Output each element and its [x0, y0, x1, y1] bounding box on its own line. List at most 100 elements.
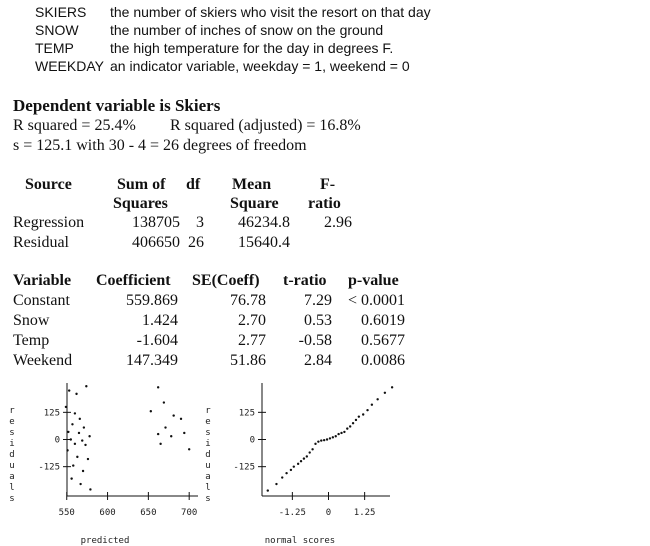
coef-row-coefficient: 147.349: [126, 352, 178, 369]
x-tick-label: -1.25: [279, 508, 306, 518]
y-tick-label: 125: [239, 408, 255, 418]
y-tick-label: 125: [44, 408, 60, 418]
coef-row-variable: Constant: [13, 292, 70, 309]
data-point: [82, 426, 86, 429]
y-axis-label: i: [205, 439, 210, 449]
dependent-variable-heading: Dependent variable is Skiers: [13, 96, 221, 115]
anova-row-ss: 138705: [132, 214, 180, 231]
coef-row-se: 76.78: [230, 292, 266, 309]
y-axis-label: d: [205, 450, 210, 460]
data-point: [351, 422, 355, 425]
data-point: [334, 435, 337, 438]
data-point: [320, 439, 323, 442]
anova-row-df: 3: [196, 214, 204, 231]
def-name-weekday: WEEKDAY: [35, 58, 104, 74]
data-point: [73, 412, 77, 415]
data-point: [81, 469, 85, 473]
data-point: [187, 448, 191, 451]
coef-header-coefficient: Coefficient: [96, 272, 171, 289]
data-point: [383, 391, 387, 394]
anova-row-ms: 46234.8: [238, 214, 290, 231]
data-point: [296, 462, 300, 466]
coef-row-p-value: < 0.0001: [347, 292, 405, 309]
data-point: [81, 439, 84, 442]
coef-row-coefficient: 559.869: [126, 292, 178, 309]
data-point: [159, 442, 162, 446]
anova-header-source: Source: [25, 176, 72, 193]
data-point: [390, 386, 394, 389]
def-desc-snow: the number of inches of snow on the grou…: [110, 22, 384, 38]
y-axis-label: i: [9, 439, 14, 449]
anova-header-f-1: F-: [320, 176, 336, 193]
data-point: [317, 440, 320, 443]
data-point: [170, 435, 173, 438]
data-point: [328, 437, 332, 440]
data-point: [311, 448, 314, 451]
data-point: [86, 457, 90, 461]
y-axis-label: a: [205, 472, 210, 482]
data-point: [370, 403, 374, 406]
def-name-skiers: SKIERS: [35, 4, 87, 20]
x-tick-label: 550: [59, 508, 75, 518]
def-desc-temp: the high temperature for the day in degr…: [110, 40, 394, 56]
anova-header-ss-2: Squares: [113, 195, 168, 212]
y-axis-label: r: [205, 406, 211, 416]
data-point: [84, 443, 87, 447]
coef-row-variable: Snow: [13, 312, 50, 329]
x-tick-label: 0: [326, 508, 331, 518]
data-point: [348, 425, 352, 428]
data-point: [67, 389, 71, 392]
data-point: [289, 468, 293, 472]
anova-row-ms: 15640.4: [238, 234, 290, 251]
data-point: [73, 442, 77, 446]
data-point: [340, 431, 343, 435]
y-axis-label: e: [205, 417, 210, 427]
anova-row-source: Residual: [13, 234, 69, 251]
data-point: [77, 431, 81, 435]
data-point: [266, 489, 269, 492]
data-point: [183, 431, 186, 435]
coef-row-t-ratio: -0.58: [298, 332, 332, 349]
coef-row-t-ratio: 0.53: [304, 312, 332, 329]
data-point: [72, 464, 75, 467]
data-point: [331, 436, 335, 439]
coef-row-p-value: 0.6019: [361, 312, 405, 329]
y-axis-label: s: [205, 428, 210, 438]
coef-row-p-value: 0.5677: [361, 332, 405, 349]
data-point: [366, 408, 369, 412]
anova-header-ss-1: Sum of: [117, 176, 166, 193]
data-point: [71, 423, 74, 426]
data-point: [281, 476, 284, 479]
std-error-line: s = 125.1 with 30 - 4 = 26 degrees of fr…: [13, 137, 307, 154]
data-point: [305, 455, 309, 458]
x-tick-label: 600: [99, 508, 115, 518]
data-point: [302, 457, 306, 460]
data-point: [70, 477, 73, 480]
y-axis-label: l: [9, 483, 14, 493]
data-point: [361, 413, 365, 416]
anova-header-f-2: ratio: [308, 195, 341, 212]
coef-row-variable: Weekend: [13, 352, 73, 369]
coef-header-variable: Variable: [13, 272, 72, 289]
data-point: [89, 488, 92, 491]
coef-row-coefficient: -1.604: [136, 332, 178, 349]
y-tick-label: -125: [233, 463, 255, 473]
data-point: [179, 417, 183, 421]
anova-row-source: Regression: [13, 214, 85, 231]
coef-row-t-ratio: 2.84: [304, 352, 332, 369]
data-point: [322, 438, 326, 442]
coef-row-se: 51.86: [230, 352, 266, 369]
data-point: [314, 442, 317, 446]
x-axis-label: predicted: [81, 536, 130, 546]
coef-row-t-ratio: 7.29: [304, 292, 332, 309]
y-tick-label: -125: [38, 463, 60, 473]
data-point: [357, 415, 361, 418]
x-tick-label: 700: [181, 508, 197, 518]
data-point: [346, 427, 349, 430]
y-tick-label: 0: [250, 436, 255, 446]
y-axis-label: u: [205, 461, 210, 471]
data-point: [172, 414, 175, 417]
coef-row-variable: Temp: [13, 332, 50, 349]
r-squared: R squared = 25.4%: [13, 117, 136, 134]
y-axis-label: u: [9, 461, 14, 471]
